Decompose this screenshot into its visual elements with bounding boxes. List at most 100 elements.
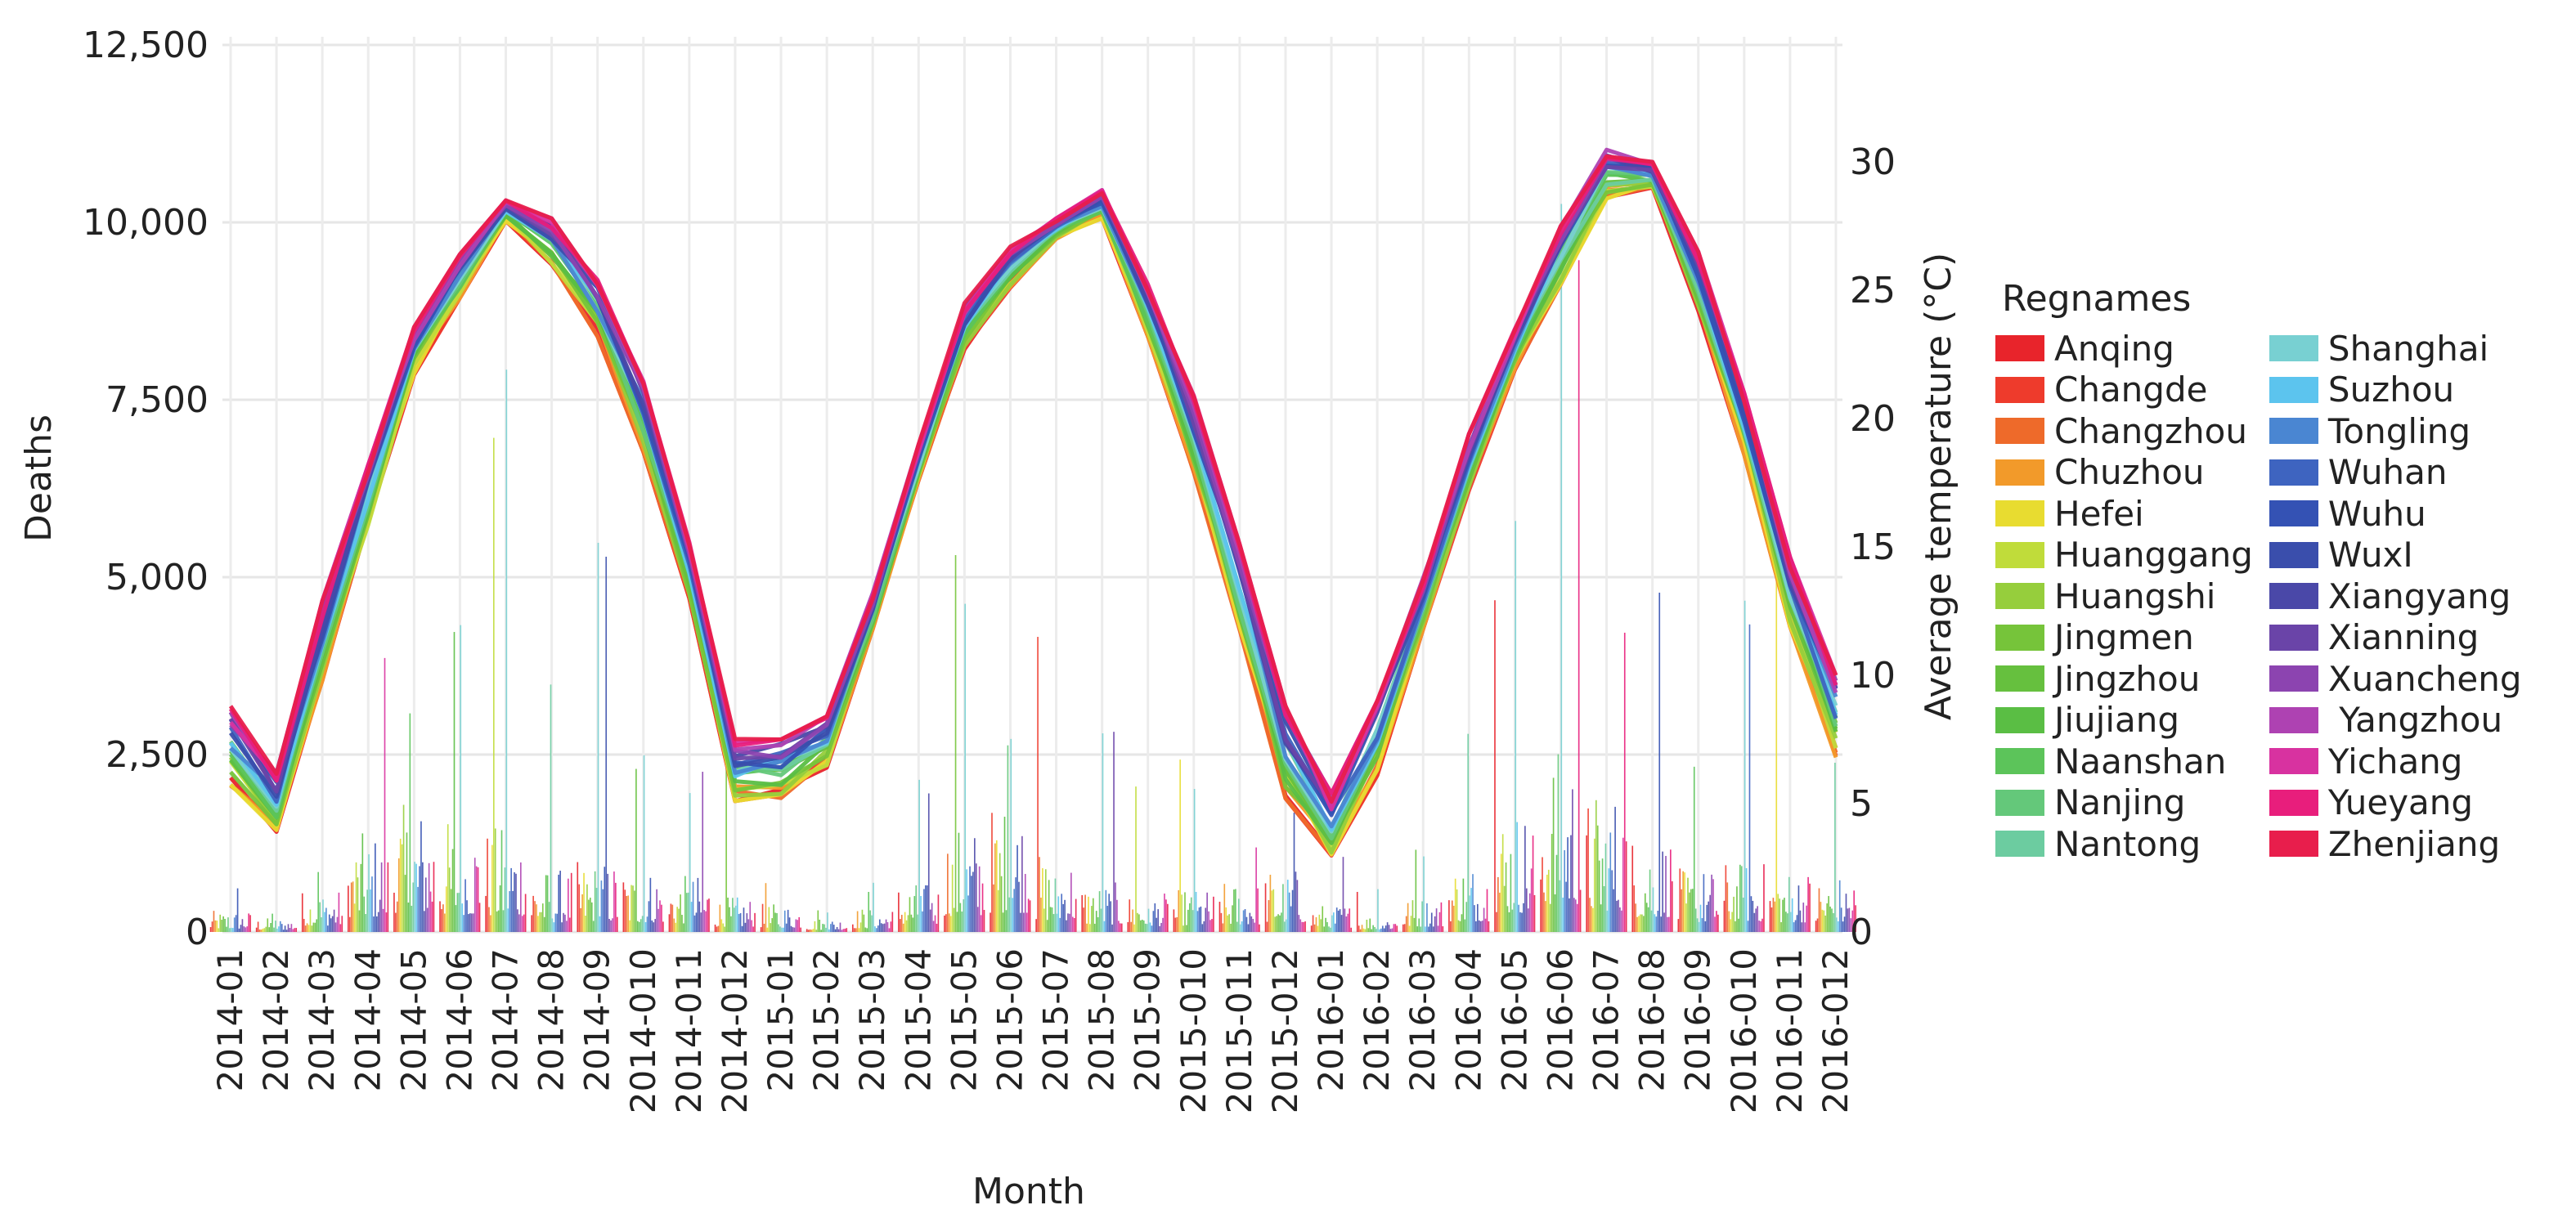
bar-changde-2014-06 — [441, 909, 442, 932]
bar-jiujiang-2014-04 — [361, 833, 364, 932]
bar-yichang-2015-09 — [1164, 894, 1165, 932]
bar-zhenjiang-2016-01 — [1350, 927, 1353, 932]
bar-suzhou-2014-010 — [644, 922, 647, 932]
bar-nantong-2015-06 — [1008, 897, 1011, 932]
bar-hefei-2014-03 — [307, 925, 310, 932]
bar-nantong-2016-012 — [1834, 763, 1836, 932]
bar-chuzhou-2014-011 — [673, 918, 675, 932]
bar-yueyang-2016-03 — [1440, 902, 1443, 932]
bar-suzhou-2014-02 — [278, 926, 280, 932]
bar-jingmen-2015-03 — [863, 914, 865, 932]
xtick-label-2014-08: 2014-08 — [532, 948, 572, 1092]
bar-shanghai-2016-09 — [1698, 921, 1700, 932]
bar-jiujiang-2016-010 — [1738, 918, 1739, 932]
bar-jingzhou-2015-03 — [864, 927, 867, 932]
legend-item-jiujiang: Jiujiang — [1995, 700, 2253, 741]
bar-suzhou-2015-05 — [966, 869, 967, 932]
bar-anqing-2016-07 — [1586, 835, 1587, 932]
bar-yueyang-2016-08 — [1670, 849, 1672, 932]
bar-jingmen-2016-01 — [1322, 906, 1324, 932]
bar-yueyang-2014-02 — [294, 928, 296, 932]
bar-changzhou-2015-07 — [1039, 857, 1040, 932]
bar-yichang-2016-012 — [1851, 910, 1854, 932]
bar-nanjing-2015-02 — [824, 924, 825, 932]
bar-yueyang-2014-012 — [752, 926, 754, 932]
bar-jingmen-2014-011 — [680, 894, 681, 932]
legend-item-naanshan: Naanshan — [1995, 741, 2253, 782]
bar-changzhou-2014-010 — [626, 896, 628, 932]
bar-changzhou-2015-012 — [1268, 900, 1270, 932]
bar-yichang-2016-03 — [1438, 912, 1441, 932]
bar-suzhou-2014-04 — [370, 889, 371, 932]
bar-yueyang-2015-09 — [1165, 899, 1167, 932]
line-huangshi — [228, 181, 1838, 855]
bar-hefei-2016-02 — [1362, 928, 1365, 932]
bar-changde-2016-08 — [1633, 885, 1636, 932]
bar-suzhou-2014-03 — [324, 912, 325, 932]
bar-yichang-2016-05 — [1530, 868, 1533, 932]
bar-huangshi-2016-02 — [1366, 919, 1368, 932]
bar-tongling-2015-07 — [1059, 917, 1061, 932]
bar-jingmen-2014-04 — [358, 910, 361, 932]
bar-wuxi-2015-08 — [1110, 901, 1111, 932]
bar-jingzhou-2015-011 — [1232, 905, 1233, 932]
bar-anqing-2015-07 — [1035, 919, 1037, 932]
legend-swatch — [1995, 459, 2044, 486]
legend-item-huangshi: Huangshi — [1995, 576, 2253, 617]
bar-huangshi-2016-03 — [1411, 900, 1414, 932]
legend-label: Huanggang — [2054, 535, 2253, 576]
bar-nantong-2014-010 — [641, 916, 644, 932]
bar-jiujiang-2014-08 — [545, 875, 547, 932]
bar-shanghai-2014-06 — [460, 625, 462, 932]
xtick-label-2014-03: 2014-03 — [302, 948, 342, 1092]
bar-zhenjiang-2015-05 — [983, 910, 985, 932]
bar-yangzhou-2014-01 — [245, 927, 247, 932]
bar-naanshan-2015-08 — [1097, 916, 1099, 932]
bar-wuhan-2016-06 — [1565, 881, 1567, 932]
bar-xianning-2015-04 — [929, 909, 931, 932]
legend-item-yichang: Yichang — [2269, 741, 2522, 782]
bar-yueyang-2015-012 — [1303, 921, 1304, 932]
bar-naanshan-2015-011 — [1235, 889, 1236, 932]
bar-zhenjiang-2014-02 — [295, 928, 298, 932]
bar-anqing-2015-012 — [1264, 883, 1267, 932]
bar-huanggang-2014-09 — [585, 916, 586, 932]
bar-huanggang-2015-09 — [1135, 786, 1137, 932]
bar-wuhan-2014-010 — [648, 901, 650, 932]
bar-hefei-2015-012 — [1271, 890, 1273, 932]
legend-column-2: Shanghai Suzhou Tongling Wuhan Wuhu WuxI Xiang… — [2269, 328, 2522, 865]
bar-jingmen-2014-05 — [404, 875, 406, 932]
bar-zhenjiang-2016-08 — [1671, 881, 1673, 932]
bar-yangzhou-2015-05 — [978, 866, 981, 932]
bar-anqing-2016-02 — [1356, 891, 1358, 932]
y2tick-label-3: 15 — [1850, 526, 1896, 568]
bar-xianning-2016-07 — [1618, 899, 1619, 932]
bar-hefei-2014-010 — [629, 920, 631, 932]
x-axis-ticks: 2014-01 2014-02 2014-03 2014-04 2014-05 2014-… — [210, 948, 1856, 1113]
legend-label: Suzhou — [2327, 370, 2455, 410]
bar-jiujiang-2016-03 — [1416, 926, 1419, 932]
bar-yueyang-2016-012 — [1853, 890, 1856, 932]
bar-hefei-2016-010 — [1730, 919, 1732, 932]
bar-huanggang-2016-010 — [1731, 912, 1733, 932]
bar-hefei-2014-04 — [353, 903, 356, 932]
bar-zhenjiang-2016-04 — [1488, 921, 1490, 932]
bar-changde-2016-011 — [1770, 907, 1773, 932]
bar-changzhou-2016-06 — [1543, 892, 1545, 932]
bar-zhenjiang-2016-03 — [1442, 926, 1444, 932]
xtick-label-2014-011: 2014-011 — [669, 948, 709, 1113]
legend-label: Jiujiang — [2054, 700, 2180, 741]
bar-wuhan-2016-07 — [1611, 870, 1613, 932]
bar-xuancheng-2015-07 — [1069, 913, 1070, 932]
bar-hefei-2016-05 — [1500, 853, 1502, 932]
xtick-label-2015-07: 2015-07 — [1036, 948, 1076, 1092]
bar-changde-2015-06 — [991, 813, 993, 932]
bar-xianning-2016-03 — [1434, 916, 1436, 932]
bar-nantong-2015-04 — [917, 914, 918, 932]
bar-wuhan-2016-02 — [1381, 925, 1384, 932]
bar-naanshan-2016-07 — [1601, 858, 1604, 932]
bar-xiangyang-2016-011 — [1799, 910, 1802, 932]
bar-jingmen-2015-04 — [909, 897, 911, 932]
bar-huangshi-2014-010 — [632, 885, 634, 932]
bar-wuhu-2014-09 — [604, 867, 606, 932]
